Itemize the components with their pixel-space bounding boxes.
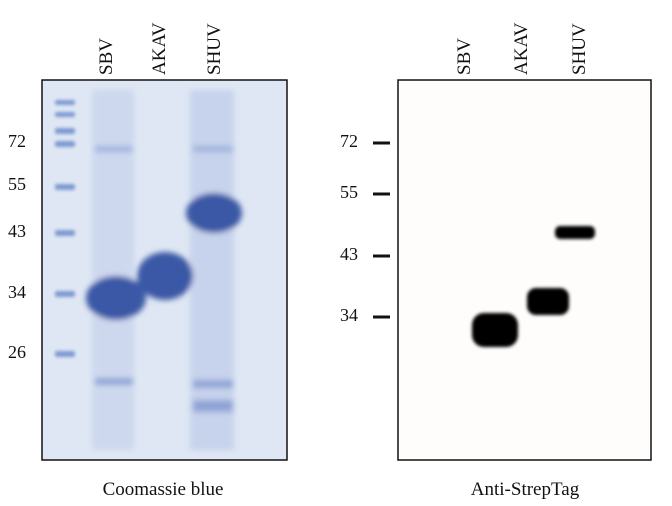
- lane-label: AKAV: [511, 22, 532, 75]
- marker-label: 26: [8, 342, 26, 362]
- lane-label: SBV: [96, 38, 117, 75]
- marker-label: 55: [340, 182, 358, 202]
- marker-label: 55: [8, 174, 26, 194]
- marker-label: 72: [8, 131, 26, 151]
- lane-label: SHUV: [569, 23, 590, 75]
- lane-label: AKAV: [149, 22, 170, 75]
- caption: Anti-StrepTag: [471, 479, 580, 500]
- marker-label: 72: [340, 131, 358, 151]
- lane-label: SHUV: [204, 23, 225, 75]
- marker-label: 34: [340, 305, 358, 325]
- marker-label: 34: [8, 282, 26, 302]
- caption: Coomassie blue: [103, 479, 224, 500]
- western-blot: [373, 79, 652, 461]
- marker-label: 43: [8, 221, 26, 241]
- marker-label: 43: [340, 244, 358, 264]
- lane-label: SBV: [454, 38, 475, 75]
- coomassie-gel: [41, 79, 288, 461]
